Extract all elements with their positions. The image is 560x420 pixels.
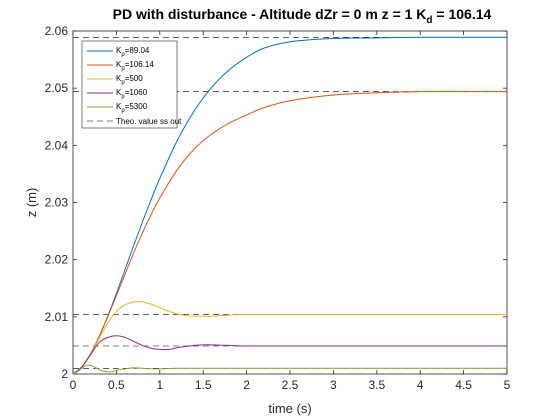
legend-label-tail: =5300: [125, 102, 148, 111]
ticks-layer: 0 0.5 1 1.5 2 2.5 3 3.5 4 4.5 5 2 2.01 2.02 2.03 2.04 2.…: [45, 24, 511, 392]
legend-label-tail: =500: [125, 74, 144, 83]
chart-title-main: PD with disturbance - Altitude dZr = 0 m…: [113, 6, 427, 22]
legend-label: Kp=1060: [116, 88, 148, 100]
x-tick-label: 2.5: [282, 378, 299, 392]
legend-box: [81, 40, 178, 129]
legend-label-main: K: [116, 60, 122, 69]
series-layer: [72, 36, 507, 375]
series-line-4: [72, 335, 507, 375]
y-tick-label: 2.05: [45, 81, 69, 95]
legend-label: Kp=89.04: [116, 46, 150, 58]
x-tick-label: 3.5: [368, 378, 385, 392]
legend-label-tail: =1060: [125, 88, 148, 97]
legend-label-reference: Theo. value ss out: [116, 117, 182, 126]
legend-label: Kp=500: [116, 74, 143, 86]
series-line-2: [72, 91, 507, 375]
y-tick-label: 2.06: [45, 24, 69, 38]
legend-label-subscript: p: [121, 94, 125, 100]
x-tick-label: 1.5: [195, 378, 212, 392]
x-tick-label: 1: [156, 378, 163, 392]
x-axis-label: time (s): [268, 401, 311, 416]
y-tick-label: 2.03: [45, 196, 69, 210]
y-axis-label: z (m): [24, 188, 39, 218]
y-tick-label: 2.04: [45, 138, 69, 152]
series-line-5: [72, 364, 507, 375]
legend: Kp=89.04Kp=106.14Kp=500Kp=1060Kp=5300The…: [81, 40, 182, 129]
x-tick-label: 2: [243, 378, 250, 392]
legend-label-subscript: p: [121, 108, 125, 114]
y-tick-label: 2.02: [45, 253, 69, 267]
legend-label-subscript: p: [121, 66, 125, 72]
x-tick-label: 3: [330, 378, 337, 392]
legend-label-main: K: [116, 102, 122, 111]
x-tick-label: 5: [504, 378, 511, 392]
x-tick-label: 0.5: [108, 378, 125, 392]
legend-label-subscript: p: [121, 52, 125, 58]
x-tick-label: 4.5: [455, 378, 472, 392]
legend-label-main: K: [116, 46, 122, 55]
legend-label-main: K: [116, 88, 122, 97]
legend-label-main: K: [116, 74, 122, 83]
series-line-3: [72, 301, 507, 375]
legend-label-tail: =106.14: [125, 60, 155, 69]
chart-title-tail: = 106.14: [433, 6, 492, 22]
legend-label: Kp=106.14: [116, 60, 154, 72]
legend-label-subscript: p: [121, 80, 125, 86]
chart-title-subscript: d: [426, 15, 432, 26]
legend-label-tail: =89.04: [125, 46, 150, 55]
x-tick-label: 4: [417, 378, 424, 392]
legend-entries: Kp=89.04Kp=106.14Kp=500Kp=1060Kp=5300The…: [87, 46, 182, 126]
x-tick-label: 0: [70, 378, 77, 392]
y-tick-label: 2.01: [45, 310, 69, 324]
chart-title: PD with disturbance - Altitude dZr = 0 m…: [113, 6, 492, 26]
legend-label: Kp=5300: [116, 102, 148, 114]
y-tick-label: 2: [61, 367, 68, 381]
